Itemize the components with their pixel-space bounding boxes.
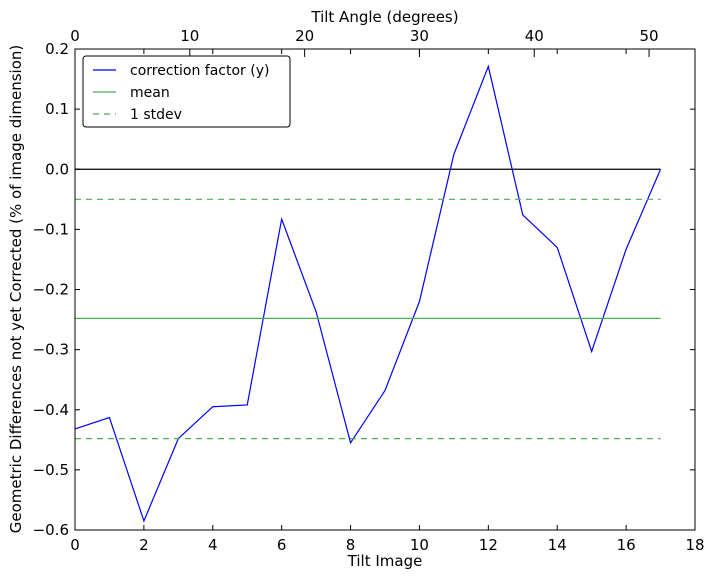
y-tick-label: 0.0 bbox=[45, 160, 69, 178]
legend-label-mean: mean bbox=[130, 85, 170, 101]
x-tick-label: 4 bbox=[208, 536, 218, 554]
y-tick-label: 0.2 bbox=[45, 40, 69, 58]
x-axis-label: Tilt Image bbox=[347, 552, 423, 570]
x2-tick-label: 50 bbox=[640, 27, 659, 45]
x-tick-label: 6 bbox=[277, 536, 287, 554]
x-tick-label: 12 bbox=[479, 536, 498, 554]
y-tick-label: −0.3 bbox=[33, 341, 69, 359]
x-tick-label: 0 bbox=[70, 536, 80, 554]
ticks-layer: 0 2 4 6 8 10 12 14 16 18 0 10 20 30 40 50 −0.6 −0.5 −0.4 −0… bbox=[33, 27, 705, 554]
x2-axis-label: Tilt Angle (degrees) bbox=[310, 8, 458, 26]
legend-box bbox=[82, 55, 291, 128]
legend-label-stdev: 1 stdev bbox=[130, 107, 182, 123]
x2-tick-label: 10 bbox=[180, 27, 199, 45]
x2-tick-label: 30 bbox=[410, 27, 429, 45]
legend: correction factor (y) mean 1 stdev bbox=[82, 55, 291, 128]
y-tick-label: −0.6 bbox=[33, 521, 69, 539]
x2-tick-label: 0 bbox=[70, 27, 80, 45]
x-tick-label: 18 bbox=[685, 536, 704, 554]
x-tick-label: 8 bbox=[346, 536, 356, 554]
series-line-0 bbox=[74, 64, 662, 523]
y-tick-label: −0.1 bbox=[33, 220, 69, 238]
x2-tick-label: 40 bbox=[525, 27, 544, 45]
series-line-2 bbox=[75, 198, 661, 440]
series-layer bbox=[74, 64, 662, 523]
y-tick-label: −0.4 bbox=[33, 401, 69, 419]
x-tick-label: 14 bbox=[548, 536, 567, 554]
y-tick-label: −0.5 bbox=[33, 461, 69, 479]
y-tick-label: 0.1 bbox=[45, 100, 69, 118]
x-tick-label: 16 bbox=[617, 536, 636, 554]
y-axis-label: Geometric Differences not yet Corrected … bbox=[7, 45, 25, 534]
y-tick-label: −0.2 bbox=[33, 281, 69, 299]
plot-area bbox=[75, 49, 695, 530]
legend-label-correction: correction factor (y) bbox=[130, 63, 269, 79]
x2-tick-label: 20 bbox=[295, 27, 314, 45]
x-tick-label: 10 bbox=[410, 536, 429, 554]
x-tick-label: 2 bbox=[139, 536, 149, 554]
